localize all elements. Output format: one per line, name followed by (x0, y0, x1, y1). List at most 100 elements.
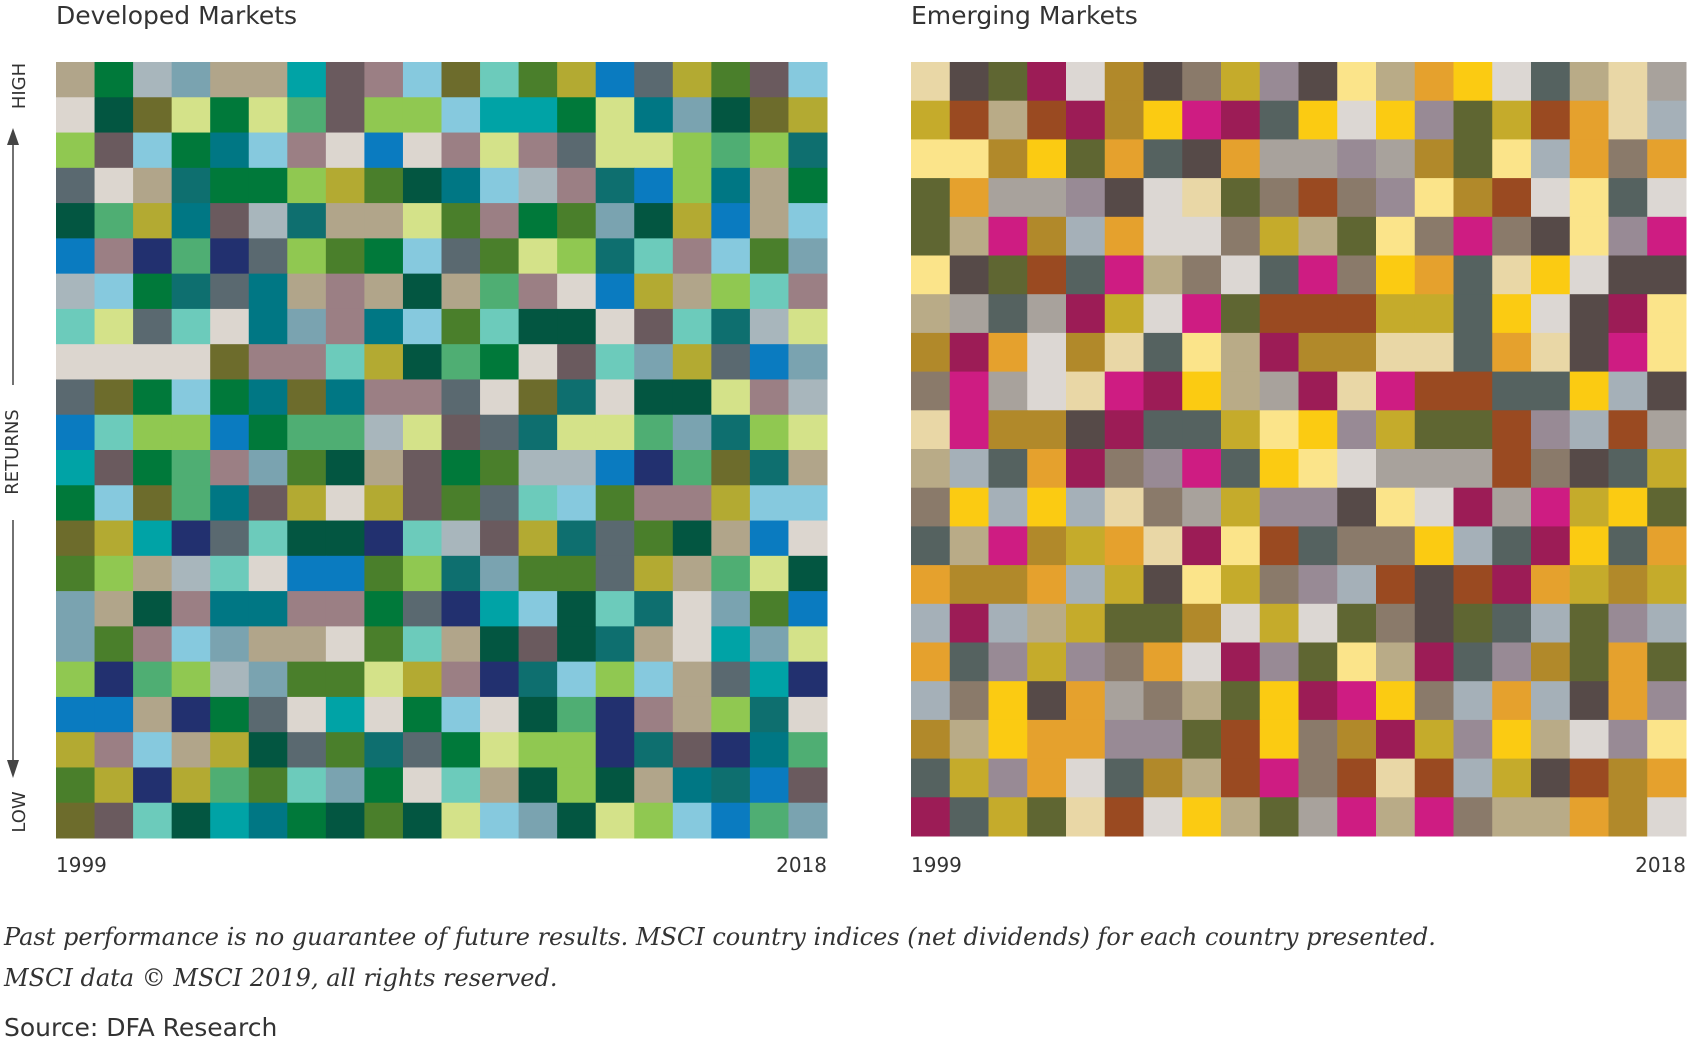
cell (595, 62, 635, 98)
cell (1376, 526, 1416, 566)
cell (595, 273, 635, 310)
cell (749, 661, 789, 698)
cell (1608, 719, 1648, 760)
cell (1453, 449, 1493, 489)
start-year: 1999 (911, 853, 962, 877)
cell (287, 732, 327, 768)
cell (1608, 410, 1648, 450)
cell (1104, 100, 1144, 140)
cell (949, 603, 989, 643)
cell (1569, 449, 1609, 489)
cell (1221, 565, 1261, 605)
cell (402, 167, 442, 204)
cell (557, 802, 597, 839)
cell (1298, 642, 1338, 682)
cell (248, 132, 288, 169)
cell (1182, 100, 1222, 140)
cell (441, 203, 481, 239)
cell (480, 167, 520, 204)
cell (1027, 681, 1067, 721)
cell (248, 344, 288, 380)
cell (672, 520, 712, 557)
cell (634, 555, 674, 592)
cell (1376, 255, 1416, 295)
cell (248, 661, 288, 698)
cell (788, 238, 828, 275)
cell (672, 626, 712, 663)
cell (711, 591, 751, 627)
cell (595, 167, 635, 204)
cell (325, 450, 365, 486)
cell (711, 379, 751, 416)
cell (441, 485, 481, 522)
cell (1337, 371, 1377, 411)
cell (749, 62, 789, 98)
cell (1259, 565, 1299, 605)
cell (1337, 681, 1377, 721)
cell (94, 626, 134, 663)
cell (672, 591, 712, 627)
cell (949, 178, 989, 218)
cell (711, 767, 751, 804)
cell (1027, 255, 1067, 295)
cell (1414, 410, 1454, 450)
cell (1182, 62, 1222, 102)
cell (1104, 719, 1144, 760)
cell (988, 255, 1028, 295)
footnote: Past performance is no guarantee of futu… (3, 923, 1436, 951)
cell (988, 797, 1028, 837)
cell (672, 308, 712, 345)
cell (988, 449, 1028, 489)
cell (1298, 332, 1338, 373)
cell (325, 732, 365, 768)
cell (133, 626, 173, 663)
cell (1027, 603, 1067, 643)
cell (171, 555, 211, 592)
cell (949, 526, 989, 566)
cell (94, 485, 134, 522)
cell (171, 661, 211, 698)
cell (1569, 797, 1609, 837)
cell (988, 758, 1028, 798)
cell (1298, 178, 1338, 218)
cell (1259, 332, 1299, 373)
cell (133, 696, 173, 733)
cell (1453, 100, 1493, 140)
cell (711, 732, 751, 768)
cell (248, 414, 288, 451)
cell (672, 555, 712, 592)
cell (364, 732, 404, 768)
cell (248, 802, 288, 839)
cell (1337, 332, 1377, 373)
cell (1608, 62, 1648, 102)
cell (287, 308, 327, 345)
cell (1259, 681, 1299, 721)
cell (325, 661, 365, 698)
cell (1027, 797, 1067, 837)
cell (1453, 758, 1493, 798)
cell (1221, 100, 1261, 140)
cell (711, 238, 751, 275)
cell (210, 414, 250, 451)
cell (1143, 178, 1183, 218)
cell (911, 758, 951, 798)
cell (1608, 332, 1648, 373)
cell (634, 203, 674, 239)
cell (133, 661, 173, 698)
cell (672, 485, 712, 522)
cell (749, 308, 789, 345)
cell (1453, 603, 1493, 643)
cell (1376, 410, 1416, 450)
cell (1414, 371, 1454, 411)
cell (441, 555, 481, 592)
cell (749, 591, 789, 627)
axis-high: HIGH (9, 63, 30, 109)
cell (287, 661, 327, 698)
cell (56, 344, 96, 380)
cell (672, 132, 712, 169)
cell (171, 732, 211, 768)
cell (1414, 719, 1454, 760)
cell (248, 696, 288, 733)
cell (1531, 797, 1571, 837)
cell (518, 802, 558, 839)
